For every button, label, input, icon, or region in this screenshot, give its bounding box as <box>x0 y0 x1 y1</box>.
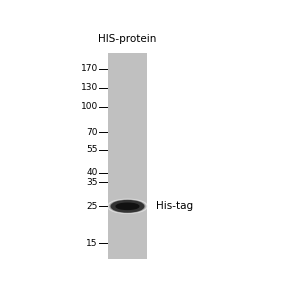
Ellipse shape <box>109 200 146 213</box>
Text: 55: 55 <box>86 145 98 154</box>
Text: 170: 170 <box>81 64 98 73</box>
Text: 15: 15 <box>86 239 98 247</box>
Ellipse shape <box>108 199 147 213</box>
Ellipse shape <box>110 200 145 212</box>
Text: His-tag: His-tag <box>156 201 193 211</box>
Ellipse shape <box>111 201 144 212</box>
Text: 35: 35 <box>86 178 98 187</box>
Ellipse shape <box>108 200 147 213</box>
Text: HIS-protein: HIS-protein <box>98 34 157 44</box>
Text: 25: 25 <box>87 202 98 211</box>
Ellipse shape <box>116 203 139 209</box>
Text: 70: 70 <box>86 128 98 137</box>
Ellipse shape <box>109 200 146 213</box>
Text: 130: 130 <box>81 83 98 92</box>
Bar <box>108 53 147 259</box>
Ellipse shape <box>111 200 144 212</box>
Text: 100: 100 <box>81 102 98 111</box>
Text: 40: 40 <box>87 168 98 177</box>
